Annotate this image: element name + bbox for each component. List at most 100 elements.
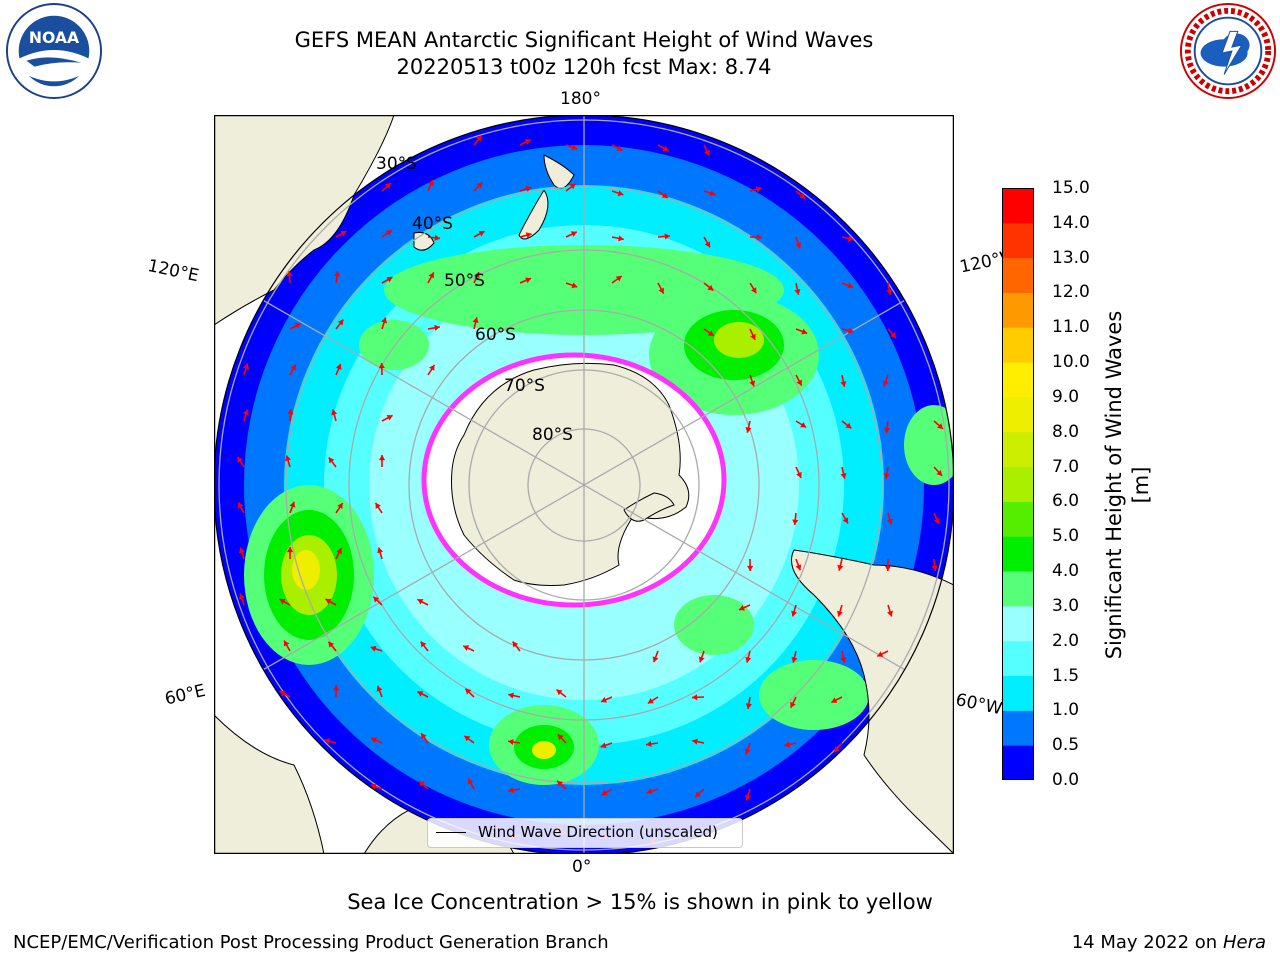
colorbar-tick-label: 12.0 [1052,282,1090,303]
colorbar-segment [1002,605,1034,642]
wave-arrow-head [755,186,762,193]
wave-arrow-head [796,471,802,478]
wave-arrow-head [877,651,884,657]
wave-arrow-head [328,457,335,464]
wave-arrow-head [370,645,377,652]
wave-arrow-head [745,703,752,709]
wave-arrow-head [376,685,383,692]
wave-arrow-head [739,604,745,611]
wave-arrow-head [883,427,891,433]
wave-arrow-head [601,789,608,796]
colorbar-segment [1002,188,1034,224]
wave-arrow-head [837,564,844,571]
wave-arrow-head [289,501,296,508]
wave-arrow-head [569,183,576,190]
wave-arrow-head [420,641,427,648]
wave-arrow-head [286,547,294,553]
colorbar-segment [1002,745,1034,780]
wave-arrow-head [325,598,332,605]
colorbar-tick-label: 2.0 [1052,630,1080,651]
wave-arrow-head [417,599,424,605]
wave-arrow-head [704,149,710,156]
lat-label-50s: 50°S [444,271,485,291]
wave-arrow-head [328,641,335,648]
wave-arrow-head [692,694,698,701]
wave-arrow-head [745,656,752,663]
wave-arrow-head [464,735,471,742]
colorbar-border [1002,188,1034,780]
colorbar-segment [1002,431,1034,468]
wave-arrow-head [508,692,514,699]
wave-arrow-head [795,564,802,571]
wave-arrow-head [750,287,757,294]
africa-land [214,714,325,854]
wave-arrow-head [890,332,897,338]
wave-arrow-head [237,456,243,463]
wave-arrow-head [661,192,668,199]
map-legend: Wind Wave Direction (unscaled) [427,818,743,848]
wave-arrow-head [287,409,294,415]
colorbar-tick-label: 9.0 [1052,386,1080,407]
wave-arrow-head [801,328,808,335]
wave-arrow-head [756,234,762,241]
wave-arrow-head [800,422,807,428]
wave-arrow-head [848,235,854,242]
colorbar-tick-label: 4.0 [1052,561,1080,582]
wave-arrow-head [285,455,292,462]
wave-arrow-head [508,738,514,746]
wave-arrow-head [377,547,384,554]
wave-arrow-head [283,640,290,647]
wave-arrow-head [744,794,751,801]
wave-arrow-head [512,641,519,648]
colorbar-segment [1002,257,1034,293]
colorbar-segment [1002,675,1034,711]
wave-arrow-head [238,502,244,509]
wave-arrow-head [378,363,385,369]
wave-arrow-head [847,327,854,334]
wave-arrow-head [524,139,531,145]
wave-arrow-head [831,697,838,703]
lat-label-60s: 60°S [475,325,516,345]
wave-arrow-head [386,415,393,421]
colorbar-tick-label: 6.0 [1052,491,1080,512]
wave-arrow-head [618,235,624,242]
colorbar-tick-label: 7.0 [1052,456,1080,477]
wave-arrow-head [525,232,532,239]
wave-arrow-head [796,379,802,386]
footer-date-text: 14 May 2022 on [1071,932,1218,953]
wave-arrow-head [937,423,944,429]
wave-arrow-head [386,276,393,283]
wave-arrow-head [340,230,347,237]
wave-arrow-head [794,289,801,295]
wave-arrow-head [792,519,799,525]
wave-arrow-head [279,598,286,605]
wave-arrow-head [617,190,624,197]
colorbar-tick-label: 1.0 [1052,700,1080,721]
wave-arrow-head [324,738,331,745]
wave-arrow-head [695,791,702,798]
wave-arrow-head [373,596,380,603]
colorbar-segment [1002,362,1034,398]
wave-arrow-head [837,610,843,617]
wave-arrow-head [571,144,578,151]
footer-date: 14 May 2022 on Hera [1072,932,1266,953]
wave-arrow-head [418,781,425,787]
wave-arrow-head [840,657,847,663]
lon-label-0: 0° [572,857,592,877]
colorbar-segment [1002,222,1034,259]
wave-arrow-head [238,547,245,554]
wave-arrow-head [646,788,653,795]
wave-arrow-head [525,277,532,284]
lon-label-120e: 120°E [145,256,201,287]
wave-arrow-head [556,689,563,696]
colorbar-tick-label: 8.0 [1052,421,1080,442]
wave-arrow-head [242,409,249,416]
lon-label-60e: 60°E [163,680,208,710]
wave-arrow-head [840,381,847,387]
wave-arrow-head [279,690,286,697]
footer-machine: Hera [1222,932,1266,953]
wave-arrow-head [936,469,943,476]
wave-arrow-head [883,473,890,479]
wave-arrow-head [750,333,756,340]
wave-arrow-head [784,741,790,748]
